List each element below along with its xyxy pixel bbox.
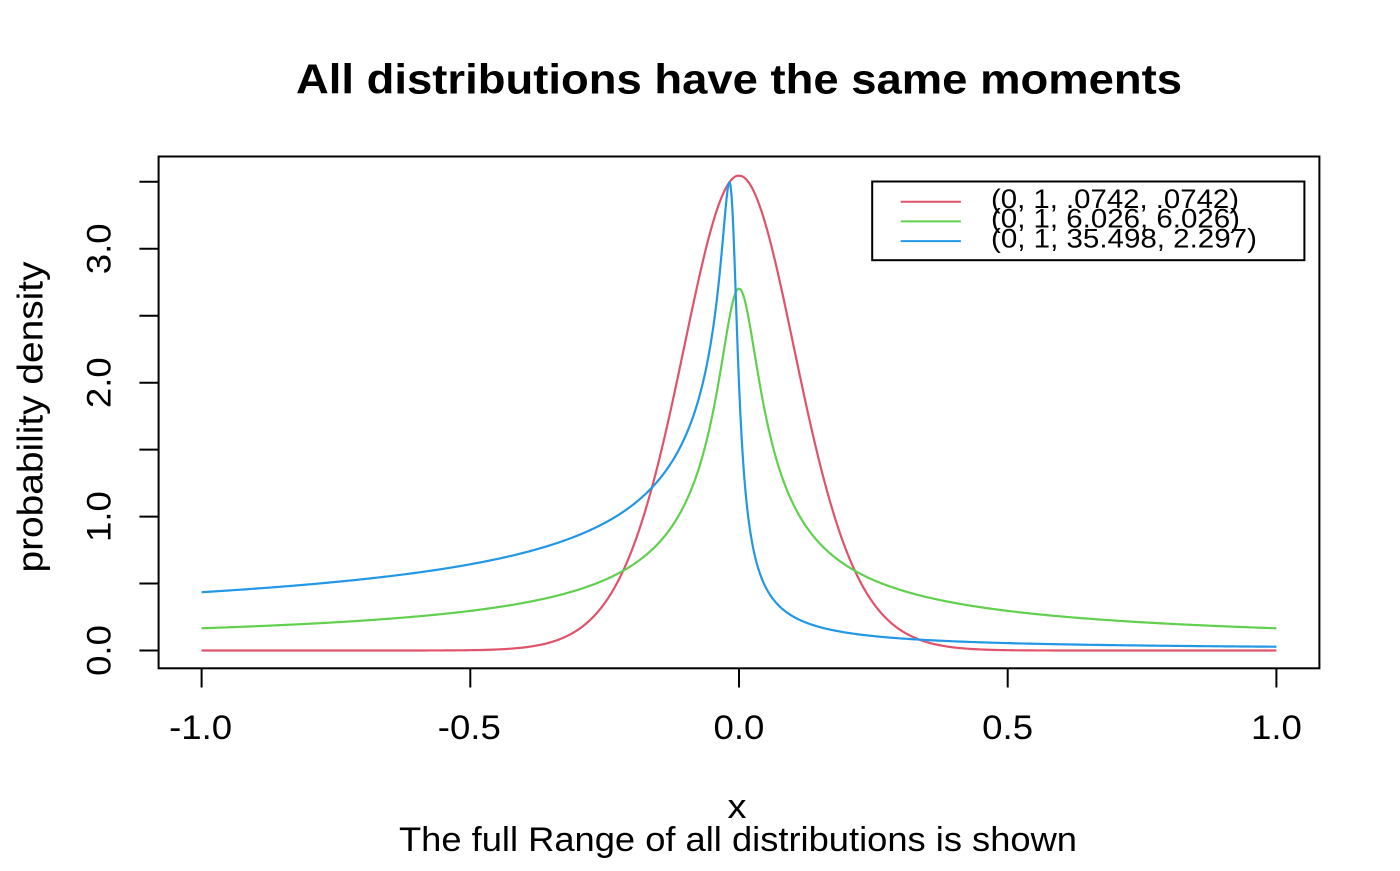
svg-text:1.0: 1.0: [81, 491, 119, 542]
svg-text:All distributions have the sam: All distributions have the same moments: [296, 56, 1182, 103]
svg-text:The full Range of all distribu: The full Range of all distributions is s…: [399, 821, 1077, 859]
svg-text:3.0: 3.0: [81, 223, 119, 274]
svg-text:(0, 1, 6.026, 6.026): (0, 1, 6.026, 6.026): [991, 204, 1240, 234]
svg-text:-0.5: -0.5: [438, 709, 501, 747]
svg-text:(0, 1, 35.498, 2.297): (0, 1, 35.498, 2.297): [991, 223, 1257, 253]
svg-text:x: x: [728, 788, 747, 826]
svg-text:0.0: 0.0: [81, 625, 119, 676]
svg-text:0.0: 0.0: [714, 709, 765, 747]
svg-text:probability density: probability density: [10, 262, 51, 573]
svg-text:-1.0: -1.0: [169, 709, 232, 747]
svg-text:(0, 1, .0742, .0742): (0, 1, .0742, .0742): [991, 184, 1239, 214]
svg-text:1.0: 1.0: [1251, 709, 1302, 747]
svg-text:0.5: 0.5: [982, 709, 1033, 747]
svg-text:2.0: 2.0: [81, 357, 119, 408]
